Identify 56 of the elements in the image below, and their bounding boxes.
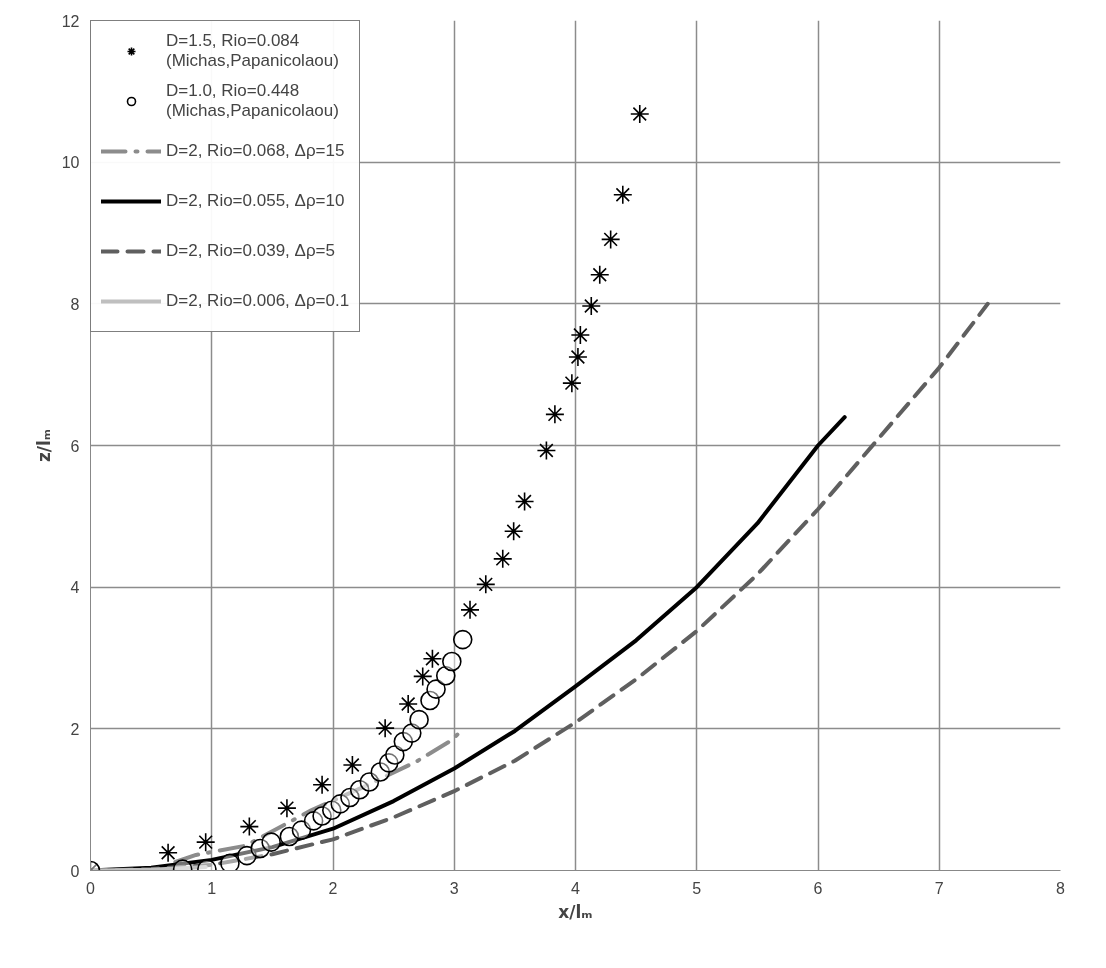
point bbox=[312, 774, 332, 795]
point bbox=[239, 816, 260, 837]
point bbox=[398, 694, 418, 714]
x-tick-label: 6 bbox=[813, 879, 823, 897]
point bbox=[460, 600, 480, 620]
point bbox=[629, 104, 650, 124]
point bbox=[409, 709, 429, 730]
point bbox=[412, 666, 433, 687]
point bbox=[375, 718, 395, 738]
point bbox=[158, 842, 178, 863]
y-tick-label: 4 bbox=[70, 579, 80, 597]
x-tick-label: 0 bbox=[86, 879, 96, 897]
point bbox=[475, 574, 496, 595]
point bbox=[514, 491, 535, 512]
point bbox=[589, 264, 610, 285]
y-tick-label: 8 bbox=[70, 295, 80, 313]
x-tick-label: 3 bbox=[449, 879, 459, 897]
point bbox=[422, 648, 443, 669]
y-tick-label: 10 bbox=[61, 154, 80, 172]
x-tick-label: 7 bbox=[934, 879, 944, 897]
legend-label: D=2, Rio=0.055, Δρ=10 bbox=[166, 190, 345, 212]
point bbox=[442, 651, 462, 672]
legend-label: D=2, Rio=0.068, Δρ=15 bbox=[166, 140, 345, 162]
point bbox=[545, 404, 565, 425]
legend-label: D=2, Rio=0.039, Δρ=5 bbox=[166, 240, 335, 262]
point bbox=[426, 679, 446, 699]
point bbox=[385, 745, 405, 765]
point bbox=[261, 832, 281, 852]
point bbox=[277, 798, 297, 818]
point bbox=[562, 373, 582, 393]
legend-label: D=2, Rio=0.006, Δρ=0.1 bbox=[166, 290, 350, 312]
point bbox=[612, 184, 633, 205]
point bbox=[600, 229, 621, 250]
y-tick-label: 2 bbox=[70, 720, 80, 738]
y-tick-label: 6 bbox=[70, 437, 80, 455]
legend-label: D=1.0, Rio=0.448 (Michas,Papanicolaou) bbox=[166, 81, 339, 121]
y-tick-label: 0 bbox=[70, 862, 80, 880]
point bbox=[220, 853, 240, 871]
point bbox=[195, 832, 216, 852]
point bbox=[492, 549, 513, 569]
x-axis-title: x/lₘ bbox=[558, 901, 593, 922]
legend-label: D=1.5, Rio=0.084 (Michas,Papanicolaou) bbox=[166, 31, 339, 71]
point bbox=[581, 296, 602, 316]
x-tick-label: 2 bbox=[328, 879, 338, 897]
point bbox=[452, 629, 473, 650]
y-axis-title: z/lₘ bbox=[33, 428, 54, 463]
point bbox=[503, 521, 524, 542]
x-tick-label: 8 bbox=[1056, 879, 1066, 897]
point bbox=[536, 440, 557, 461]
x-tick-label: 4 bbox=[571, 879, 581, 897]
x-tick-label: 5 bbox=[692, 879, 702, 897]
point bbox=[342, 755, 363, 775]
x-tick-label: 1 bbox=[207, 879, 217, 897]
point bbox=[570, 325, 591, 345]
y-tick-label: 12 bbox=[61, 12, 80, 30]
point bbox=[568, 347, 588, 367]
